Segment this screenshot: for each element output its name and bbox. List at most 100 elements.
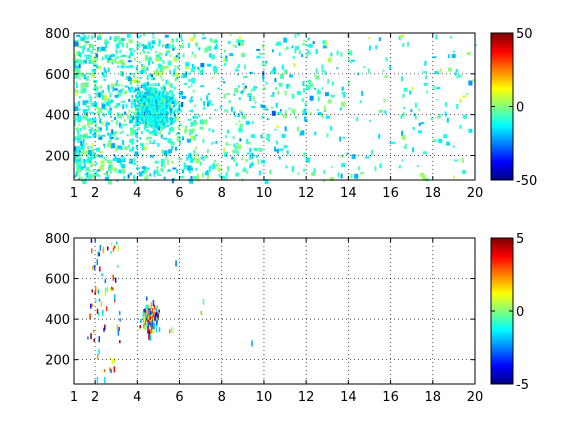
data-point <box>184 128 186 134</box>
data-point <box>114 277 117 283</box>
data-point <box>412 147 415 153</box>
data-point <box>177 101 180 105</box>
data-point <box>273 66 276 70</box>
colorbar-swatch <box>491 320 513 323</box>
data-point <box>146 105 149 109</box>
data-point <box>474 44 477 47</box>
data-point <box>133 157 136 163</box>
data-point <box>144 82 147 86</box>
colorbar-swatch <box>491 33 513 36</box>
data-point <box>168 169 171 171</box>
data-point <box>223 175 226 180</box>
data-point <box>169 69 172 74</box>
data-point <box>186 138 191 143</box>
data-point <box>83 114 87 120</box>
data-point <box>119 59 124 64</box>
data-point <box>181 39 184 42</box>
data-point <box>107 132 109 136</box>
data-point <box>84 177 87 181</box>
y-tick-label: 400 <box>45 313 70 328</box>
data-point <box>156 118 159 122</box>
data-point <box>81 49 84 54</box>
data-point <box>327 57 332 63</box>
data-point <box>117 83 120 87</box>
data-point <box>78 172 81 178</box>
data-point <box>198 47 201 51</box>
colorbar-swatch <box>491 274 513 278</box>
colorbar-swatch <box>491 336 513 339</box>
data-point <box>264 63 267 67</box>
data-point <box>94 54 97 57</box>
data-point <box>84 82 89 88</box>
data-point <box>112 287 114 291</box>
data-point <box>158 120 161 124</box>
data-point <box>76 34 81 37</box>
data-point <box>78 77 81 80</box>
data-point <box>139 35 142 37</box>
data-point <box>185 127 188 133</box>
colorbar-swatch <box>491 304 513 307</box>
data-point <box>140 131 143 135</box>
data-point <box>159 123 162 127</box>
data-point <box>163 163 166 168</box>
data-point <box>115 241 118 245</box>
data-point <box>104 158 107 162</box>
colorbar-swatch <box>491 175 513 179</box>
data-point <box>402 93 405 98</box>
data-point <box>143 118 146 122</box>
data-point <box>90 238 93 243</box>
data-point <box>86 37 89 40</box>
data-point <box>236 142 239 145</box>
data-point <box>131 95 134 98</box>
data-point <box>218 175 223 178</box>
colorbar-swatch <box>491 361 513 364</box>
data-point <box>151 74 154 78</box>
data-point <box>153 311 156 318</box>
data-point <box>174 119 177 123</box>
data-point <box>143 127 146 131</box>
data-point <box>108 159 111 162</box>
data-point <box>111 359 114 365</box>
data-point <box>102 74 107 78</box>
data-point <box>111 143 116 149</box>
data-point <box>74 106 79 112</box>
y-tick-label: 800 <box>45 27 70 42</box>
data-point <box>462 95 467 98</box>
data-point <box>156 320 158 326</box>
data-point <box>327 79 330 85</box>
data-point <box>81 135 86 138</box>
data-point <box>144 58 149 62</box>
data-point <box>124 90 127 95</box>
data-point <box>132 117 137 120</box>
colorbar-swatch <box>491 244 513 248</box>
data-point <box>237 144 242 150</box>
data-point <box>414 102 417 108</box>
data-point <box>239 138 242 142</box>
colorbar-swatch <box>491 356 513 360</box>
data-point <box>74 174 77 178</box>
data-point <box>286 150 289 154</box>
data-point <box>107 98 110 102</box>
data-point <box>88 150 93 156</box>
data-point <box>452 145 455 148</box>
data-point <box>152 307 155 313</box>
data-point <box>123 123 128 126</box>
data-point <box>266 118 269 121</box>
data-point <box>326 133 329 138</box>
data-point <box>121 113 124 116</box>
data-point <box>236 150 239 156</box>
data-point <box>83 45 86 51</box>
data-point <box>158 42 160 47</box>
data-point <box>199 161 202 166</box>
colorbar-swatch <box>491 85 513 89</box>
data-point <box>75 127 78 132</box>
data-point <box>330 177 335 181</box>
data-point <box>278 82 283 87</box>
data-point <box>90 102 93 107</box>
data-point <box>146 82 149 86</box>
data-point <box>95 162 98 165</box>
data-point <box>115 57 118 60</box>
data-point <box>126 154 129 157</box>
data-point <box>161 103 164 107</box>
data-point <box>468 128 473 133</box>
